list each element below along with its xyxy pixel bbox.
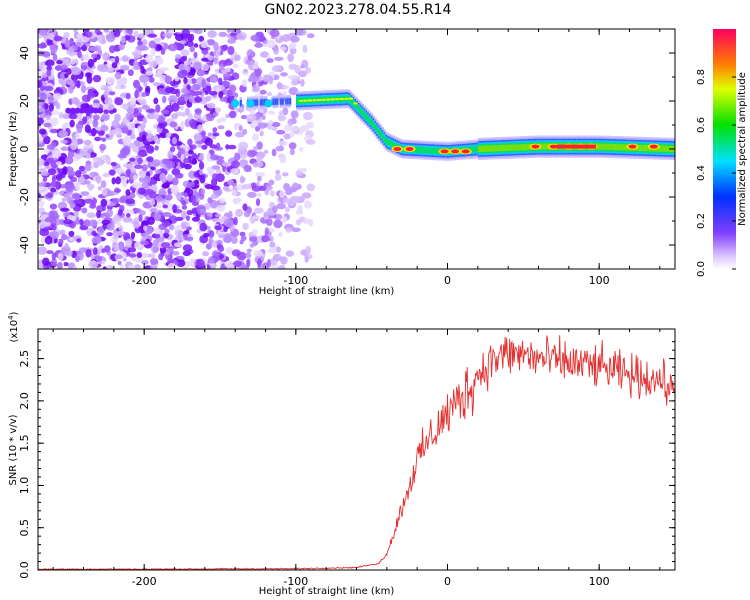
bottom-y-tick-label: 1.5	[18, 434, 31, 452]
colorbar-tick-label: 0.2	[696, 213, 707, 229]
top-y-tick-label: 0	[18, 146, 31, 153]
spectral-trace	[231, 89, 675, 161]
bottom-x-axis-label: Height of straight line (km)	[259, 586, 395, 597]
colorbar-tick-label: 0.0	[696, 261, 707, 277]
snr-series-line	[38, 335, 675, 570]
colorbar-tick-label: 0.6	[696, 117, 707, 133]
colorbar-tick-label: 0.4	[696, 165, 707, 181]
bottom-x-tick-label: 0	[444, 575, 451, 588]
top-x-tick-label: -100	[283, 274, 308, 287]
top-x-tick-label: -200	[132, 274, 157, 287]
bottom-y-multiplier-base: (x10	[9, 320, 20, 343]
bottom-y-tick-label: 2.0	[18, 392, 31, 410]
bottom-x-tick-label: -100	[283, 575, 308, 588]
top-y-tick-label: 40	[18, 46, 31, 60]
bottom-x-tick-label: -200	[132, 575, 157, 588]
bottom-y-tick-label: 0.5	[18, 519, 31, 537]
colorbar-label: Normalized spectral amplitude	[737, 72, 748, 226]
bottom-y-tick-label: 0.0	[18, 561, 31, 579]
bottom-y-axis-label: SNR (10 * v/v)	[8, 414, 19, 485]
heatmap-noise	[38, 29, 316, 269]
bottom-y-multiplier-close: )	[9, 311, 20, 315]
top-x-tick-label: 0	[444, 274, 451, 287]
top-y-tick-label: -40	[18, 236, 31, 254]
colorbar-tick-label: 0.8	[696, 69, 707, 85]
colorbar	[713, 29, 736, 269]
bottom-x-tick-label: 100	[589, 575, 610, 588]
top-y-tick-label: 20	[18, 94, 31, 108]
top-x-axis-label: Height of straight line (km)	[259, 286, 395, 297]
bottom-y-multiplier-exp: 4	[7, 315, 15, 320]
bottom-y-multiplier: (x104)	[7, 311, 20, 342]
bottom-y-tick-label: 1.0	[18, 477, 31, 495]
bottom-y-tick-label: 2.5	[18, 350, 31, 368]
top-y-tick-label: -20	[18, 188, 31, 206]
figure-title: GN02.2023.278.04.55.R14	[264, 2, 452, 18]
top-y-axis-label: Frequency (Hz)	[8, 111, 19, 187]
top-x-tick-label: 100	[589, 274, 610, 287]
